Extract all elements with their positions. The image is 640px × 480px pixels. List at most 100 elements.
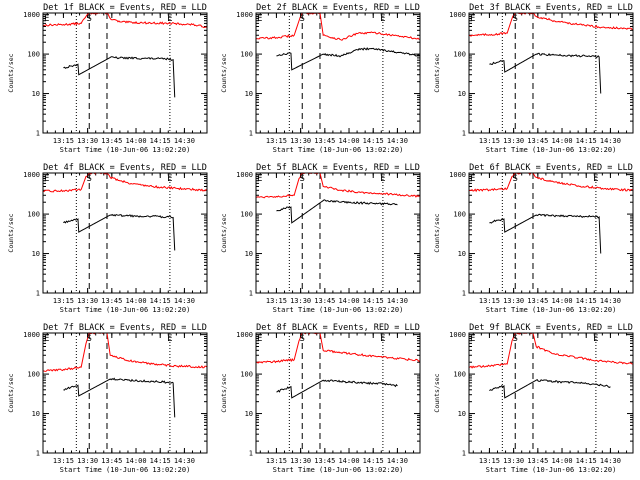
- x-tick-label: 14:00: [125, 297, 146, 305]
- event-marker-e: E: [257, 174, 262, 184]
- y-tick-label: 1000: [23, 171, 40, 179]
- lld-series-line: [255, 12, 421, 41]
- y-axis-label: Counts/sec: [433, 373, 441, 412]
- x-tick-label: 13:45: [527, 137, 548, 145]
- x-tick-label: 13:45: [527, 457, 548, 465]
- x-tick-label: 14:30: [174, 297, 195, 305]
- x-tick-label: 13:30: [77, 297, 98, 305]
- x-tick-label: 13:15: [53, 297, 74, 305]
- x-tick-label: 14:15: [363, 137, 384, 145]
- panel-title: Det 3f BLACK = Events, RED = LLD: [469, 3, 633, 13]
- y-tick-label: 10: [245, 250, 253, 258]
- panel-title: Det 8f BLACK = Events, RED = LLD: [256, 323, 420, 333]
- y-tick-label: 100: [453, 371, 466, 379]
- event-marker-e: E: [44, 334, 49, 344]
- x-axis-label: Start Time (10-Jun-06 13:02:20): [273, 466, 404, 474]
- x-tick-label: 14:00: [125, 457, 146, 465]
- event-marker-s: S: [300, 334, 305, 344]
- event-marker-e: E: [593, 174, 598, 184]
- panel-title: Det 2f BLACK = Events, RED = LLD: [256, 3, 420, 13]
- event-marker-e: E: [380, 174, 385, 184]
- y-tick-label: 1: [462, 130, 466, 138]
- x-tick-label: 14:30: [600, 457, 621, 465]
- panel-title: Det 4f BLACK = Events, RED = LLD: [43, 163, 207, 173]
- x-tick-label: 13:45: [101, 457, 122, 465]
- y-tick-label: 1000: [23, 331, 40, 339]
- event-marker-e: E: [470, 174, 475, 184]
- x-tick-label: 14:00: [338, 297, 359, 305]
- detector-panel-9: Det 9f BLACK = Events, RED = LLD Counts/s…: [433, 323, 634, 474]
- event-marker-e: E: [257, 334, 262, 344]
- event-marker-s: S: [87, 14, 92, 24]
- y-tick-label: 100: [240, 371, 253, 379]
- x-tick-label: 13:15: [266, 457, 287, 465]
- plot-frame: [42, 12, 208, 134]
- detector-panel-8: Det 8f BLACK = Events, RED = LLD Counts/s…: [220, 323, 421, 474]
- events-series-line: [63, 377, 176, 418]
- x-tick-label: 13:45: [527, 297, 548, 305]
- y-tick-label: 100: [453, 211, 466, 219]
- y-tick-label: 1: [462, 290, 466, 298]
- event-marker-s: S: [513, 334, 518, 344]
- event-marker-e: E: [257, 14, 262, 24]
- y-tick-label: 10: [32, 250, 40, 258]
- x-axis-label: Start Time (10-Jun-06 13:02:20): [60, 146, 191, 154]
- x-tick-label: 14:15: [150, 137, 171, 145]
- x-tick-label: 14:15: [576, 297, 597, 305]
- x-tick-label: 13:30: [77, 457, 98, 465]
- y-tick-label: 1: [249, 130, 253, 138]
- panel-title: Det 6f BLACK = Events, RED = LLD: [469, 163, 633, 173]
- y-tick-label: 100: [240, 211, 253, 219]
- detector-panel-2: Det 2f BLACK = Events, RED = LLD Counts/s…: [220, 3, 421, 154]
- y-tick-label: 1: [249, 290, 253, 298]
- y-tick-label: 1000: [236, 11, 253, 19]
- event-marker-e: E: [470, 14, 475, 24]
- x-tick-label: 14:00: [551, 457, 572, 465]
- x-axis-label: Start Time (10-Jun-06 13:02:20): [273, 146, 404, 154]
- x-tick-label: 14:30: [174, 457, 195, 465]
- event-marker-s: S: [87, 334, 92, 344]
- lld-series-line: [43, 332, 208, 372]
- y-tick-label: 100: [27, 51, 40, 59]
- x-tick-label: 14:15: [576, 137, 597, 145]
- x-tick-label: 14:15: [363, 457, 384, 465]
- y-tick-label: 1000: [236, 171, 253, 179]
- y-tick-label: 1000: [449, 171, 466, 179]
- lld-series-line: [255, 172, 421, 199]
- x-tick-label: 13:15: [266, 297, 287, 305]
- x-tick-label: 14:15: [150, 457, 171, 465]
- x-tick-label: 14:30: [387, 137, 408, 145]
- x-tick-label: 13:45: [314, 297, 335, 305]
- y-tick-label: 1000: [236, 331, 253, 339]
- x-axis-label: Start Time (10-Jun-06 13:02:20): [486, 466, 617, 474]
- lld-series-line: [468, 172, 634, 193]
- y-tick-label: 10: [245, 410, 253, 418]
- lld-series-line: [468, 12, 634, 37]
- events-series-line: [489, 52, 602, 94]
- event-marker-s: S: [87, 174, 92, 184]
- panel-title: Det 9f BLACK = Events, RED = LLD: [469, 323, 633, 333]
- y-tick-label: 10: [245, 90, 253, 98]
- x-tick-label: 14:30: [387, 297, 408, 305]
- y-tick-label: 10: [458, 90, 466, 98]
- y-axis-label: Counts/sec: [433, 53, 441, 92]
- y-axis-label: Counts/sec: [7, 53, 15, 92]
- y-tick-label: 10: [458, 250, 466, 258]
- plot-frame: [255, 12, 421, 134]
- events-series-line: [63, 213, 176, 251]
- plot-frame: [468, 172, 634, 294]
- event-marker-e: E: [380, 334, 385, 344]
- x-tick-label: 13:30: [503, 297, 524, 305]
- x-tick-label: 14:15: [150, 297, 171, 305]
- detector-panel-5: Det 5f BLACK = Events, RED = LLD Counts/s…: [220, 163, 421, 314]
- y-tick-label: 1000: [23, 11, 40, 19]
- x-tick-label: 13:45: [314, 457, 335, 465]
- y-tick-label: 100: [27, 211, 40, 219]
- x-tick-label: 14:00: [551, 297, 572, 305]
- x-tick-label: 13:15: [479, 297, 500, 305]
- x-axis-label: Start Time (10-Jun-06 13:02:20): [486, 146, 617, 154]
- lld-series-line: [255, 332, 421, 364]
- x-tick-label: 14:00: [338, 137, 359, 145]
- event-marker-e: E: [167, 14, 172, 24]
